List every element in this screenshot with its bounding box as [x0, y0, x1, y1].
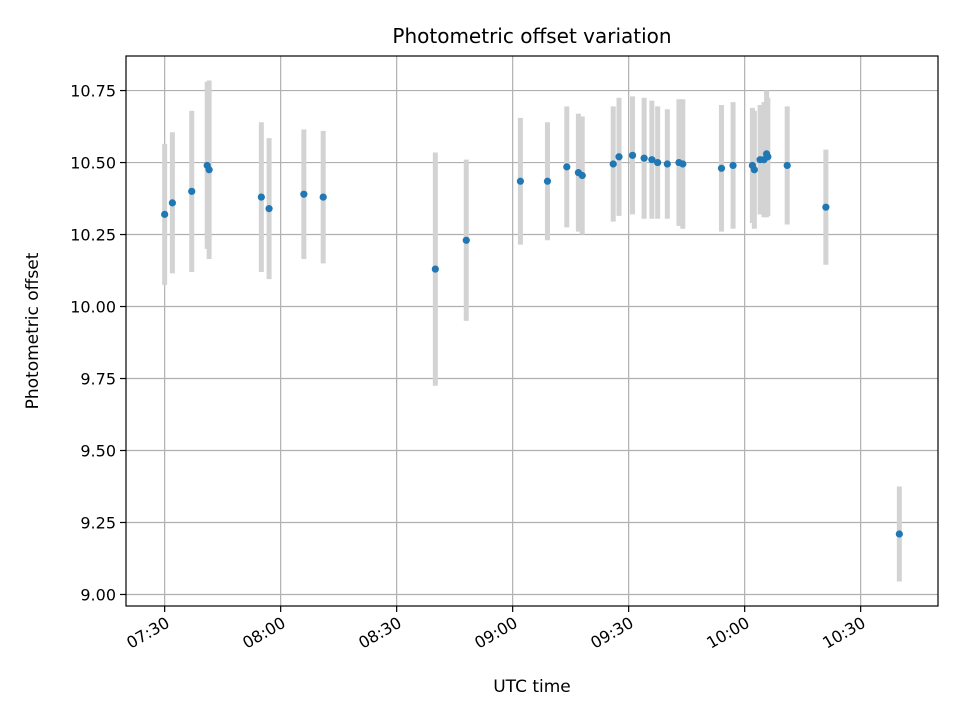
data-point	[648, 156, 656, 164]
y-tick-label: 9.75	[80, 370, 116, 389]
data-point	[188, 187, 196, 195]
data-layer	[161, 80, 903, 582]
data-point	[265, 205, 273, 213]
chart-title: Photometric offset variation	[392, 24, 671, 48]
y-tick-label: 9.00	[80, 585, 116, 604]
data-point	[161, 210, 169, 218]
data-point	[628, 151, 637, 159]
y-tick-label: 9.25	[80, 513, 116, 532]
y-tick-label: 10.00	[70, 298, 116, 317]
y-tick-label: 10.75	[70, 82, 116, 101]
data-point	[300, 190, 308, 198]
data-point	[895, 530, 903, 538]
y-tick-label: 10.25	[70, 226, 116, 245]
data-point	[578, 171, 586, 180]
data-point	[168, 199, 176, 207]
y-tick-label: 9.50	[80, 442, 116, 461]
data-point	[764, 153, 772, 161]
plot-frame	[125, 55, 939, 607]
data-point	[257, 193, 265, 201]
data-point	[822, 203, 830, 211]
data-point	[205, 166, 213, 174]
data-point	[679, 160, 687, 168]
y-axis-title: Photometric offset	[23, 252, 43, 409]
data-point	[319, 193, 327, 201]
data-point	[729, 161, 737, 170]
data-point	[516, 177, 525, 185]
y-tick-label: 10.50	[70, 154, 116, 173]
data-point	[654, 158, 662, 167]
data-point	[543, 177, 552, 185]
x-axis-title: UTC time	[493, 677, 571, 697]
data-point	[615, 153, 623, 161]
data-point	[462, 236, 470, 244]
grid-layer	[126, 56, 938, 606]
data-point	[609, 160, 617, 168]
data-point	[431, 265, 439, 273]
data-point	[783, 161, 791, 170]
data-point	[717, 164, 726, 172]
data-point	[563, 163, 571, 171]
data-point	[663, 160, 671, 168]
data-point	[640, 154, 648, 162]
data-point	[750, 166, 758, 174]
